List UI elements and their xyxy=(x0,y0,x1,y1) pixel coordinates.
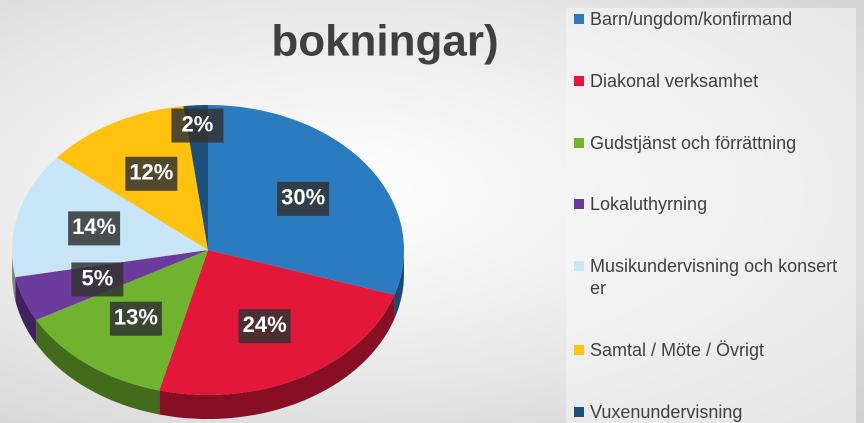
legend: Barn/ungdom/konfirmand Diakonal verksamhe… xyxy=(566,8,856,423)
legend-item: Musikundervisning och konserter xyxy=(574,255,856,299)
legend-label: Gudstjänst och förrättning xyxy=(590,132,797,153)
legend-swatch xyxy=(574,137,584,148)
legend-swatch xyxy=(574,14,584,24)
legend-swatch xyxy=(574,406,584,417)
legend-item: Gudstjänst och förrättning xyxy=(574,132,856,154)
legend-label: Diakonal verksamhet xyxy=(590,70,759,91)
data-label-box xyxy=(171,108,224,143)
data-label: 14% xyxy=(72,214,116,239)
legend-item: Diakonal verksamhet xyxy=(574,70,856,92)
legend-item: Vuxenundervisning xyxy=(574,401,856,423)
data-label: 13% xyxy=(114,305,158,330)
legend-label: Samtal / Möte / Övrigt xyxy=(590,340,765,361)
legend-item: Barn/ungdom/konfirmand xyxy=(574,8,856,30)
legend-swatch xyxy=(574,199,584,210)
legend-swatch xyxy=(574,261,584,272)
pie-side xyxy=(15,277,37,344)
pie-side xyxy=(12,250,16,302)
data-label: 2% xyxy=(182,111,214,136)
data-label-box xyxy=(238,309,291,344)
legend-label: Lokaluthyrning xyxy=(590,194,708,215)
data-label-box xyxy=(71,262,124,297)
pie-side xyxy=(394,250,404,319)
pie-side xyxy=(36,319,160,415)
legend-item: Samtal / Möte / Övrigt xyxy=(574,339,856,361)
data-label-box xyxy=(68,211,121,246)
data-label: 5% xyxy=(81,265,113,290)
legend-swatch xyxy=(574,75,584,86)
data-label: 30% xyxy=(281,185,325,210)
data-label-box xyxy=(109,301,162,336)
data-label: 24% xyxy=(243,312,287,337)
legend-swatch xyxy=(574,345,584,356)
data-label-box xyxy=(125,156,178,191)
chart-title: bokningar) xyxy=(271,17,498,66)
data-label-box xyxy=(277,181,330,216)
data-label: 12% xyxy=(129,160,173,185)
pie-side xyxy=(159,294,395,419)
legend-label: Barn/ungdom/konfirmand xyxy=(590,9,793,29)
legend-item: Lokaluthyrning xyxy=(574,193,856,215)
legend-label: Vuxenundervisning xyxy=(590,401,743,422)
legend-label: Musikundervisning och konserter xyxy=(590,256,838,299)
